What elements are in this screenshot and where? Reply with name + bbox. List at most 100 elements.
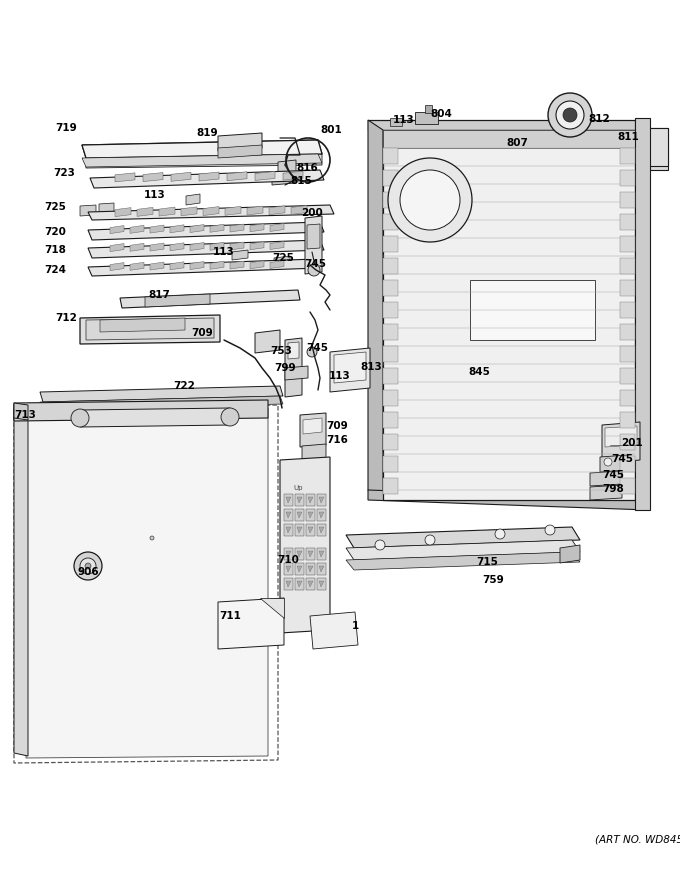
Polygon shape <box>260 598 284 618</box>
Polygon shape <box>383 214 398 230</box>
Polygon shape <box>145 294 210 307</box>
Polygon shape <box>368 120 383 500</box>
Polygon shape <box>330 348 370 392</box>
Polygon shape <box>319 566 324 572</box>
Circle shape <box>556 101 584 129</box>
Polygon shape <box>210 242 224 250</box>
Polygon shape <box>383 130 635 148</box>
Polygon shape <box>218 133 262 151</box>
Polygon shape <box>88 222 324 240</box>
Polygon shape <box>82 140 322 158</box>
Polygon shape <box>295 548 304 560</box>
Polygon shape <box>368 120 648 130</box>
Polygon shape <box>171 172 191 181</box>
Polygon shape <box>346 527 580 548</box>
Polygon shape <box>230 224 244 232</box>
Text: 113: 113 <box>213 247 235 257</box>
Polygon shape <box>278 160 296 174</box>
Text: 745: 745 <box>611 454 633 464</box>
Polygon shape <box>295 524 304 536</box>
Polygon shape <box>620 236 635 252</box>
Text: 812: 812 <box>588 114 610 124</box>
Text: 813: 813 <box>360 362 381 372</box>
Polygon shape <box>308 551 313 557</box>
Circle shape <box>85 563 91 569</box>
Polygon shape <box>230 242 244 250</box>
Polygon shape <box>303 418 322 434</box>
Polygon shape <box>590 485 622 500</box>
Polygon shape <box>88 205 334 220</box>
Polygon shape <box>308 527 313 533</box>
Text: 725: 725 <box>272 253 294 263</box>
Polygon shape <box>297 527 302 533</box>
Circle shape <box>604 458 612 466</box>
Polygon shape <box>26 408 268 758</box>
Text: 201: 201 <box>621 438 643 448</box>
Text: (ART NO. WD8459 C41): (ART NO. WD8459 C41) <box>595 835 680 845</box>
Polygon shape <box>80 408 230 427</box>
Polygon shape <box>306 494 315 506</box>
Polygon shape <box>130 243 144 252</box>
Polygon shape <box>306 524 315 536</box>
Polygon shape <box>383 192 398 208</box>
Polygon shape <box>295 563 304 575</box>
Polygon shape <box>297 497 302 503</box>
Polygon shape <box>302 444 326 462</box>
Polygon shape <box>620 346 635 362</box>
Polygon shape <box>635 120 648 500</box>
Polygon shape <box>115 172 135 182</box>
Polygon shape <box>620 412 635 428</box>
Polygon shape <box>150 225 164 233</box>
Polygon shape <box>218 598 284 649</box>
Polygon shape <box>137 208 153 216</box>
Text: 719: 719 <box>55 123 77 133</box>
Polygon shape <box>651 132 665 145</box>
Circle shape <box>74 552 102 580</box>
Text: 718: 718 <box>44 245 66 255</box>
Polygon shape <box>368 490 648 510</box>
Polygon shape <box>100 318 185 332</box>
Polygon shape <box>86 318 214 340</box>
Polygon shape <box>620 192 635 208</box>
Polygon shape <box>620 434 635 450</box>
Text: 713: 713 <box>14 410 36 420</box>
Polygon shape <box>90 170 324 188</box>
Polygon shape <box>250 242 264 250</box>
Polygon shape <box>286 566 291 572</box>
Polygon shape <box>190 224 204 232</box>
Polygon shape <box>286 581 291 587</box>
Polygon shape <box>14 405 28 756</box>
Circle shape <box>308 264 320 276</box>
Polygon shape <box>346 540 580 560</box>
Text: 724: 724 <box>44 265 66 275</box>
Polygon shape <box>297 566 302 572</box>
Polygon shape <box>648 128 668 170</box>
Polygon shape <box>295 494 304 506</box>
Circle shape <box>563 108 577 122</box>
Polygon shape <box>286 551 291 557</box>
Text: 715: 715 <box>476 557 498 567</box>
Polygon shape <box>383 280 398 296</box>
Polygon shape <box>300 413 326 447</box>
Polygon shape <box>274 256 290 268</box>
Text: 725: 725 <box>44 202 66 212</box>
Polygon shape <box>270 241 284 250</box>
Text: 1: 1 <box>352 621 359 631</box>
Polygon shape <box>317 524 326 536</box>
Polygon shape <box>284 563 293 575</box>
Polygon shape <box>225 206 241 216</box>
Polygon shape <box>110 262 124 270</box>
Polygon shape <box>120 290 300 308</box>
Polygon shape <box>269 206 285 215</box>
Polygon shape <box>82 154 322 167</box>
Polygon shape <box>80 205 96 216</box>
Polygon shape <box>295 509 304 521</box>
Polygon shape <box>284 509 293 521</box>
Polygon shape <box>88 240 324 258</box>
Circle shape <box>221 408 239 426</box>
Polygon shape <box>306 578 315 590</box>
Polygon shape <box>291 206 307 215</box>
Polygon shape <box>285 338 302 397</box>
Polygon shape <box>270 224 284 231</box>
Text: 816: 816 <box>296 163 318 173</box>
